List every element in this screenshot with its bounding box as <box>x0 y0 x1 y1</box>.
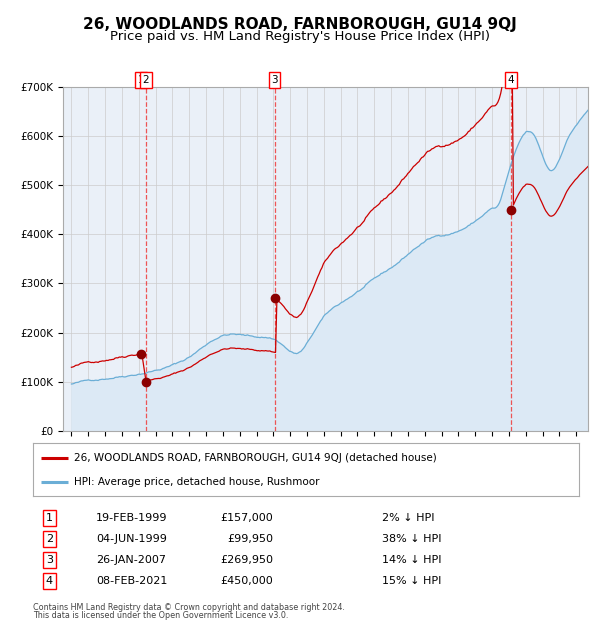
Text: 04-JUN-1999: 04-JUN-1999 <box>96 534 167 544</box>
Text: 4: 4 <box>46 576 53 586</box>
Text: HPI: Average price, detached house, Rushmoor: HPI: Average price, detached house, Rush… <box>74 477 319 487</box>
Text: £157,000: £157,000 <box>220 513 273 523</box>
Text: £269,950: £269,950 <box>220 555 273 565</box>
Text: 38% ↓ HPI: 38% ↓ HPI <box>382 534 442 544</box>
Text: 26, WOODLANDS ROAD, FARNBOROUGH, GU14 9QJ (detached house): 26, WOODLANDS ROAD, FARNBOROUGH, GU14 9Q… <box>74 453 437 463</box>
Text: 2% ↓ HPI: 2% ↓ HPI <box>382 513 435 523</box>
Text: 1: 1 <box>137 75 144 85</box>
Text: £450,000: £450,000 <box>220 576 273 586</box>
Text: 2: 2 <box>46 534 53 544</box>
Text: 26-JAN-2007: 26-JAN-2007 <box>96 555 166 565</box>
Text: 4: 4 <box>507 75 514 85</box>
Text: 3: 3 <box>271 75 278 85</box>
Text: Price paid vs. HM Land Registry's House Price Index (HPI): Price paid vs. HM Land Registry's House … <box>110 30 490 43</box>
Text: 1: 1 <box>46 513 53 523</box>
Text: 08-FEB-2021: 08-FEB-2021 <box>96 576 167 586</box>
Text: Contains HM Land Registry data © Crown copyright and database right 2024.: Contains HM Land Registry data © Crown c… <box>33 603 345 612</box>
Text: 26, WOODLANDS ROAD, FARNBOROUGH, GU14 9QJ: 26, WOODLANDS ROAD, FARNBOROUGH, GU14 9Q… <box>83 17 517 32</box>
Text: This data is licensed under the Open Government Licence v3.0.: This data is licensed under the Open Gov… <box>33 611 289 620</box>
Text: 2: 2 <box>142 75 149 85</box>
Text: 3: 3 <box>46 555 53 565</box>
Text: £99,950: £99,950 <box>227 534 273 544</box>
Text: 15% ↓ HPI: 15% ↓ HPI <box>382 576 442 586</box>
Text: 19-FEB-1999: 19-FEB-1999 <box>96 513 167 523</box>
Text: 14% ↓ HPI: 14% ↓ HPI <box>382 555 442 565</box>
